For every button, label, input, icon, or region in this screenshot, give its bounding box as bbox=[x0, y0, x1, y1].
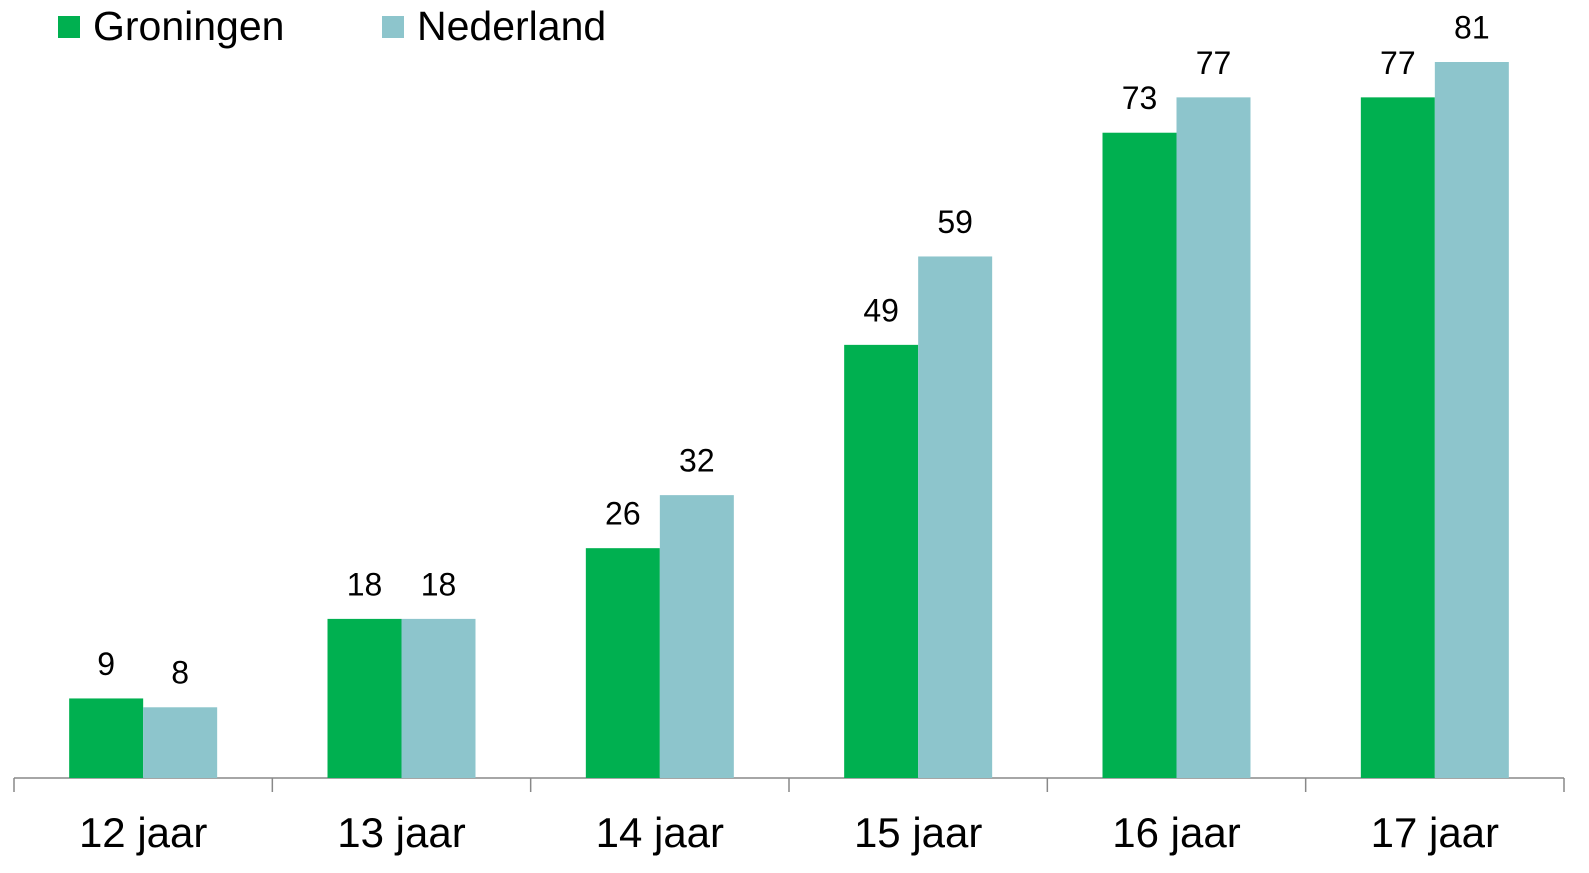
x-tick-label: 14 jaar bbox=[596, 809, 724, 856]
legend-label: Groningen bbox=[93, 3, 284, 49]
bar bbox=[327, 618, 402, 778]
bar bbox=[401, 618, 476, 778]
value-label: 18 bbox=[421, 566, 457, 602]
value-label: 49 bbox=[863, 292, 899, 328]
value-label: 59 bbox=[937, 204, 973, 240]
value-label: 9 bbox=[97, 646, 115, 682]
bar bbox=[659, 495, 734, 778]
bar bbox=[1176, 97, 1251, 778]
bar bbox=[1360, 97, 1435, 778]
bar bbox=[1434, 62, 1509, 778]
value-label: 8 bbox=[171, 655, 189, 691]
legend-swatch bbox=[382, 16, 404, 38]
x-tick-label: 17 jaar bbox=[1371, 809, 1499, 856]
value-label: 73 bbox=[1122, 80, 1158, 116]
bar bbox=[69, 698, 144, 778]
bar bbox=[844, 344, 919, 778]
x-tick-label: 12 jaar bbox=[79, 809, 207, 856]
value-label: 77 bbox=[1196, 45, 1232, 81]
bar bbox=[918, 256, 993, 779]
x-tick-label: 16 jaar bbox=[1112, 809, 1240, 856]
x-tick-label: 15 jaar bbox=[854, 809, 982, 856]
legend-swatch bbox=[58, 16, 80, 38]
value-label: 81 bbox=[1454, 9, 1490, 45]
x-tick-label: 13 jaar bbox=[337, 809, 465, 856]
value-label: 26 bbox=[605, 496, 641, 532]
legend-label: Nederland bbox=[417, 3, 606, 49]
value-label: 18 bbox=[347, 566, 383, 602]
value-label: 32 bbox=[679, 443, 715, 479]
bar bbox=[143, 707, 218, 778]
value-label: 77 bbox=[1380, 45, 1416, 81]
bar bbox=[585, 548, 660, 778]
bar bbox=[1102, 132, 1177, 778]
